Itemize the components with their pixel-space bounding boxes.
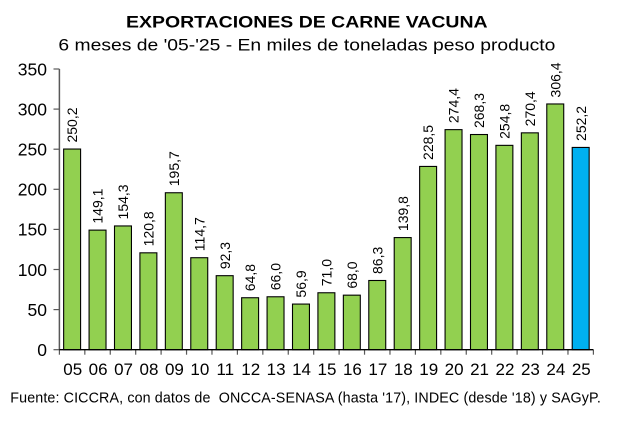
svg-text:25: 25 xyxy=(572,360,591,379)
svg-text:270,4: 270,4 xyxy=(522,91,538,126)
svg-text:250: 250 xyxy=(18,140,47,160)
svg-text:Fuente: CICCRA, con datos de: Fuente: CICCRA, con datos de ONCCA-SENAS… xyxy=(10,390,601,406)
svg-text:139,8: 139,8 xyxy=(395,196,411,231)
svg-text:350: 350 xyxy=(18,59,47,79)
svg-text:150: 150 xyxy=(18,220,47,240)
svg-text:05: 05 xyxy=(63,360,82,379)
svg-text:08: 08 xyxy=(140,360,159,379)
svg-text:268,3: 268,3 xyxy=(471,93,487,128)
svg-text:6 meses de '05-'25 - En miles: 6 meses de '05-'25 - En miles de tonelad… xyxy=(58,35,555,54)
svg-text:09: 09 xyxy=(165,360,184,379)
svg-text:22: 22 xyxy=(496,360,515,379)
svg-text:306,4: 306,4 xyxy=(547,62,563,97)
svg-text:252,2: 252,2 xyxy=(573,106,589,141)
svg-text:64,8: 64,8 xyxy=(242,264,258,291)
svg-text:EXPORTACIONES DE CARNE VACUNA: EXPORTACIONES DE CARNE VACUNA xyxy=(126,13,488,32)
svg-text:66,0: 66,0 xyxy=(268,263,284,290)
svg-text:149,1: 149,1 xyxy=(90,188,106,223)
svg-text:10: 10 xyxy=(190,360,209,379)
svg-text:250,2: 250,2 xyxy=(64,107,80,142)
svg-text:18: 18 xyxy=(394,360,413,379)
svg-text:17: 17 xyxy=(368,360,387,379)
svg-text:71,0: 71,0 xyxy=(319,259,335,286)
svg-text:21: 21 xyxy=(470,360,489,379)
svg-text:300: 300 xyxy=(18,99,47,119)
svg-text:13: 13 xyxy=(267,360,286,379)
svg-text:20: 20 xyxy=(445,360,464,379)
svg-text:228,5: 228,5 xyxy=(420,125,436,160)
svg-text:06: 06 xyxy=(89,360,108,379)
svg-text:254,8: 254,8 xyxy=(497,104,513,139)
svg-text:50: 50 xyxy=(28,300,48,320)
svg-text:19: 19 xyxy=(419,360,438,379)
svg-text:24: 24 xyxy=(546,360,565,379)
svg-text:56,9: 56,9 xyxy=(293,270,309,297)
svg-text:07: 07 xyxy=(114,360,133,379)
svg-text:114,7: 114,7 xyxy=(191,217,207,251)
svg-text:23: 23 xyxy=(521,360,540,379)
svg-text:120,8: 120,8 xyxy=(141,211,157,246)
svg-text:0: 0 xyxy=(37,340,47,360)
svg-text:154,3: 154,3 xyxy=(115,184,131,219)
svg-text:11: 11 xyxy=(216,360,234,379)
svg-text:14: 14 xyxy=(292,360,311,379)
svg-text:200: 200 xyxy=(18,180,47,200)
svg-text:16: 16 xyxy=(343,360,362,379)
svg-text:15: 15 xyxy=(318,360,337,379)
svg-text:274,4: 274,4 xyxy=(446,88,462,123)
svg-text:92,3: 92,3 xyxy=(217,242,233,269)
svg-text:12: 12 xyxy=(241,360,260,379)
svg-text:100: 100 xyxy=(18,260,47,280)
svg-text:86,3: 86,3 xyxy=(369,247,385,274)
svg-text:68,0: 68,0 xyxy=(344,261,360,288)
svg-text:195,7: 195,7 xyxy=(166,151,182,186)
